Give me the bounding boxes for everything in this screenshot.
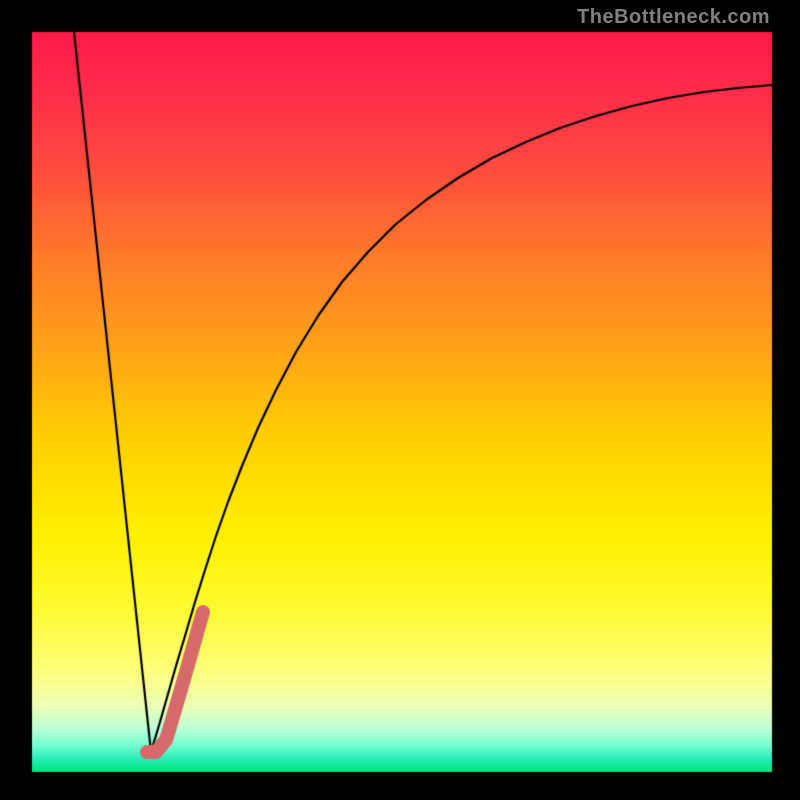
chart-frame: TheBottleneck.com [0, 0, 800, 800]
bottleneck-chart [0, 0, 800, 800]
watermark-text: TheBottleneck.com [577, 6, 770, 29]
